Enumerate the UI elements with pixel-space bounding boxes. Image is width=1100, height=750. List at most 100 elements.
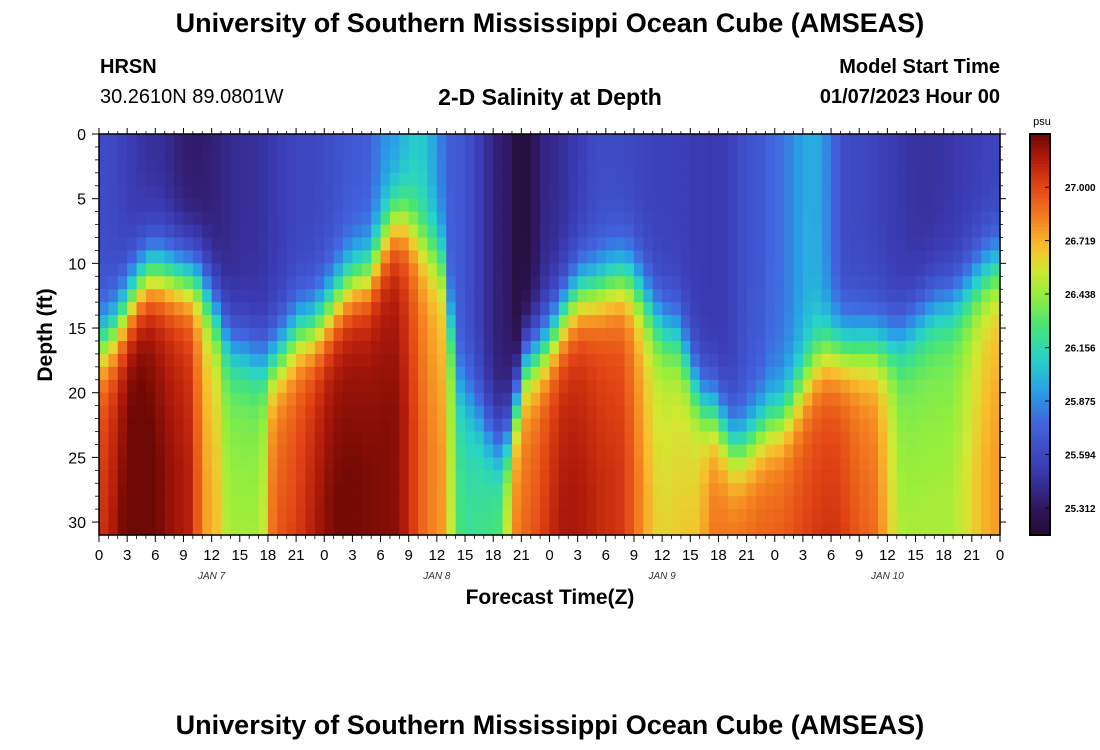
colorbar-swatch	[1030, 214, 1050, 219]
heatmap-cell	[530, 289, 541, 303]
heatmap-cell	[774, 198, 785, 213]
heatmap-cell	[990, 366, 1001, 381]
x-tick-label: 12	[654, 547, 671, 564]
colorbar-swatch	[1030, 441, 1050, 446]
heatmap-cell	[352, 509, 363, 523]
heatmap-cell	[418, 172, 429, 187]
x-tick-label: 0	[545, 547, 553, 564]
heatmap-cell	[277, 418, 288, 433]
heatmap-cell	[361, 522, 372, 536]
heatmap-cell	[371, 392, 382, 407]
heatmap-cell	[849, 431, 860, 446]
colorbar-swatch	[1030, 448, 1050, 453]
heatmap-cell	[408, 302, 419, 316]
heatmap-cell	[962, 263, 973, 277]
heatmap-cell	[840, 250, 851, 264]
heatmap-cell	[568, 509, 579, 523]
heatmap-cell	[502, 353, 513, 368]
heatmap-cell	[633, 172, 644, 187]
heatmap-cell	[859, 470, 870, 484]
heatmap-cell	[211, 496, 222, 510]
heatmap-cell	[643, 224, 654, 239]
heatmap-cell	[774, 405, 785, 420]
heatmap-cell	[662, 198, 673, 213]
heatmap-cell	[99, 263, 109, 277]
colorbar-swatch	[1030, 144, 1050, 148]
heatmap-cell	[136, 431, 147, 446]
heatmap-cell	[699, 509, 710, 523]
heatmap-cell	[802, 392, 813, 407]
heatmap-cell	[709, 457, 720, 471]
heatmap-cell	[737, 509, 748, 523]
heatmap-cell	[436, 328, 447, 342]
heatmap-cell	[812, 496, 823, 510]
heatmap-cell	[887, 328, 898, 342]
heatmap-cell	[389, 159, 400, 174]
heatmap-cell	[737, 237, 748, 252]
heatmap-cell	[596, 276, 607, 290]
heatmap-cell	[934, 198, 945, 213]
heatmap-cell	[108, 289, 119, 303]
heatmap-cell	[352, 263, 363, 277]
heatmap-cell	[718, 379, 729, 394]
heatmap-cell	[615, 211, 626, 226]
heatmap-cell	[267, 250, 278, 264]
heatmap-cell	[812, 276, 823, 290]
heatmap-cell	[943, 457, 954, 471]
heatmap-cell	[802, 405, 813, 420]
heatmap-cell	[633, 340, 644, 355]
heatmap-cell	[680, 276, 691, 290]
heatmap-cell	[164, 302, 175, 316]
heatmap-cell	[521, 263, 532, 277]
heatmap-cell	[174, 302, 185, 316]
heatmap-cell	[474, 379, 485, 394]
heatmap-cell	[324, 418, 335, 433]
heatmap-cell	[784, 328, 795, 342]
heatmap-cell	[568, 198, 579, 213]
heatmap-cell	[624, 315, 635, 329]
heatmap-cell	[943, 237, 954, 252]
heatmap-cell	[737, 366, 748, 381]
heatmap-cell	[849, 522, 860, 536]
heatmap-cell	[427, 315, 438, 329]
heatmap-cell	[887, 470, 898, 484]
heatmap-cell	[868, 224, 879, 239]
heatmap-cell	[117, 211, 128, 226]
heatmap-cell	[831, 353, 842, 368]
heatmap-cell	[286, 328, 297, 342]
heatmap-cell	[605, 366, 616, 381]
heatmap-cell	[896, 522, 907, 536]
heatmap-cell	[699, 392, 710, 407]
heatmap-cell	[577, 509, 588, 523]
heatmap-cell	[155, 211, 166, 226]
heatmap-cell	[314, 237, 325, 252]
heatmap-cell	[314, 172, 325, 187]
heatmap-cell	[962, 198, 973, 213]
heatmap-cell	[258, 431, 269, 446]
heatmap-cell	[465, 134, 476, 148]
heatmap-cell	[540, 366, 551, 381]
heatmap-cell	[774, 353, 785, 368]
heatmap-cell	[924, 522, 935, 536]
heatmap-cell	[718, 431, 729, 446]
heatmap-cell	[371, 302, 382, 316]
heatmap-cell	[831, 263, 842, 277]
heatmap-cell	[202, 276, 213, 290]
heatmap-cell	[399, 276, 410, 290]
heatmap-cell	[549, 172, 560, 187]
salinity-heatmap-chart: 0 3 6 9 12 15 18 21 0 3 6 9 12 15 18 21 0 3 6 9 12 15 18 21 0 3 6 9…	[34, 116, 1096, 609]
colorbar-swatch	[1030, 421, 1050, 426]
heatmap-cell	[596, 457, 607, 471]
heatmap-cell	[840, 418, 851, 433]
heatmap-cell	[624, 250, 635, 264]
heatmap-cell	[221, 134, 231, 148]
heatmap-cell	[380, 159, 391, 174]
heatmap-cell	[737, 353, 748, 368]
x-tick-label: 12	[879, 547, 896, 564]
heatmap-cell	[821, 470, 832, 484]
heatmap-cell	[633, 146, 644, 161]
heatmap-cell	[465, 315, 476, 329]
heatmap-cell	[117, 302, 128, 316]
heatmap-cell	[643, 289, 654, 303]
heatmap-cell	[399, 185, 410, 200]
